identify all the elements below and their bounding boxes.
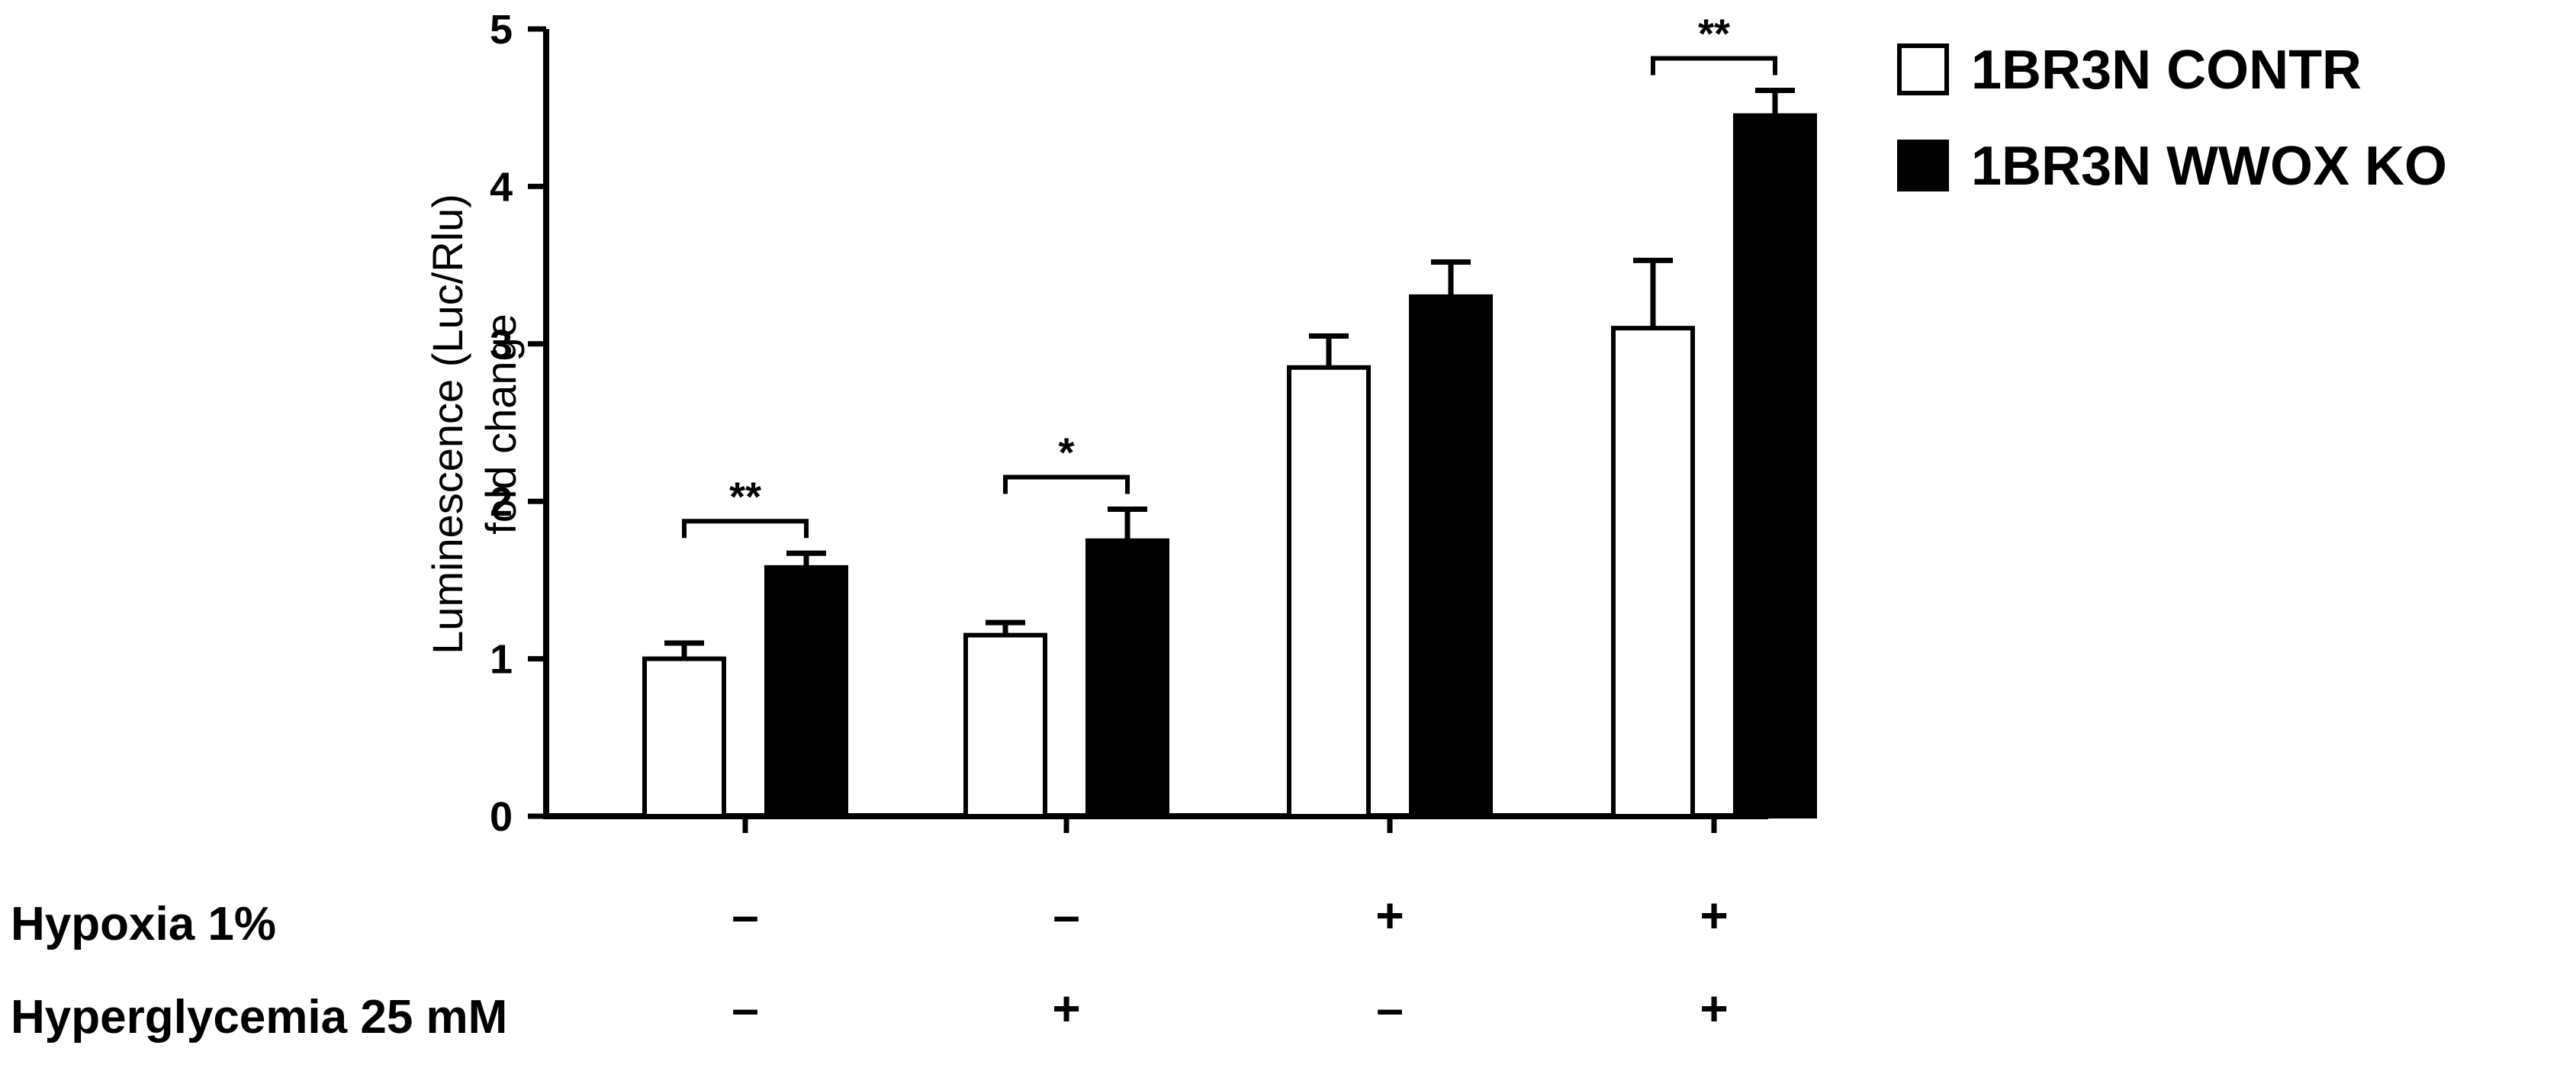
y-tick-label: 2 [490,479,513,525]
condition-sign: – [1053,888,1080,943]
condition-sign: – [732,981,759,1036]
y-axis-title: Luminescence (Luc/Rlu) [423,194,471,654]
y-axis-title-line2: fold change [477,314,525,535]
condition-sign: – [732,888,759,943]
y-tick-label: 0 [490,794,513,840]
bar-wwox-ko [1085,538,1169,819]
bar-contr [642,656,726,819]
legend-label-wwox-ko: 1BR3N WWOX KO [1971,136,2447,197]
significance-bracket [1651,56,1777,76]
significance-bracket [682,519,809,539]
condition-sign: – [1376,981,1404,1036]
y-tick-label: 5 [490,7,513,53]
significance-label: * [1058,430,1074,476]
condition-sign: + [1375,888,1404,943]
condition-sign: + [1700,888,1728,943]
significance-bracket [1003,474,1130,494]
bar-wwox-ko [1409,294,1493,819]
bar-wwox-ko [1733,113,1817,819]
significance-label: ** [1698,11,1730,56]
legend-label-contr: 1BR3N CONTR [1971,40,2362,101]
condition-sign: + [1052,981,1080,1036]
bar-contr [963,632,1047,819]
condition-sign: + [1700,981,1728,1036]
legend-swatch-wwox-ko [1897,140,1949,191]
bar-wwox-ko [764,564,848,819]
condition-label: Hypoxia 1% [11,898,276,950]
y-tick-label: 1 [490,637,513,683]
significance-label: ** [729,474,761,519]
bar-contr [1287,365,1371,819]
y-tick-label: 4 [490,164,513,210]
legend-swatch-contr [1897,43,1949,95]
condition-label: Hyperglycemia 25 mM [11,991,507,1044]
bar-contr [1611,326,1695,819]
y-tick-label: 3 [490,322,513,368]
